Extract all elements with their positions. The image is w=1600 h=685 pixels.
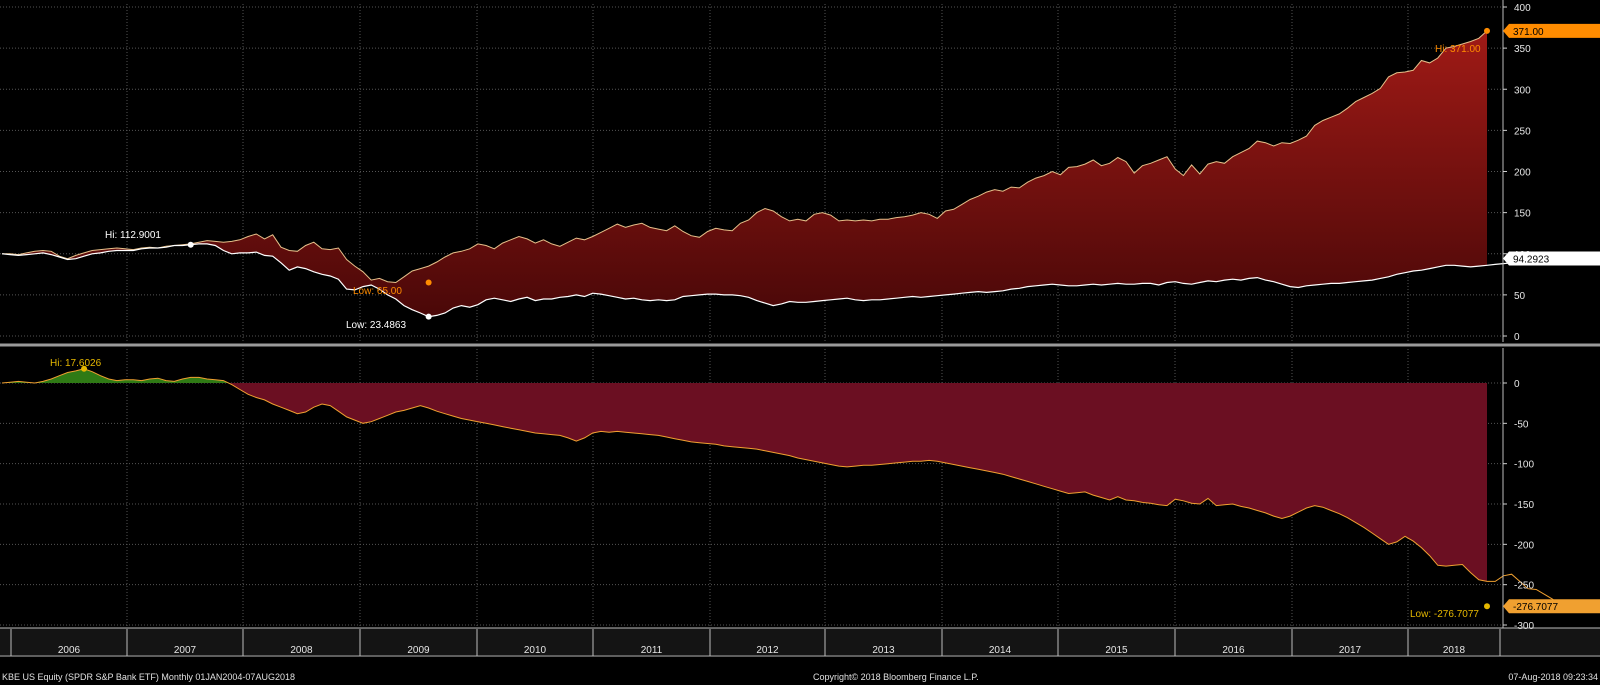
upper-tick-label: 250: [1514, 126, 1531, 137]
lower-tick-label: -300: [1514, 621, 1534, 632]
low-spread-label: Low: -276.7077: [1410, 609, 1479, 620]
low-bench-marker: [425, 279, 432, 286]
hi-bench-marker: [1484, 27, 1490, 34]
upper-tick-label: 200: [1514, 168, 1531, 179]
footer-bg: [0, 657, 1600, 671]
hi-bench-label: Hi: 371.00: [1435, 44, 1481, 55]
lower-spread-fill-red: [228, 383, 1487, 582]
last-value-tag-kbe-bg: [1503, 251, 1600, 266]
year-label: 2014: [989, 645, 1012, 656]
footer-copyright: Copyright© 2018 Bloomberg Finance L.P.: [813, 672, 979, 682]
lower-tick-label: -200: [1514, 540, 1534, 551]
lower-lines: [1, 368, 1562, 607]
year-label: 2011: [641, 645, 663, 656]
hi-spread-marker: [81, 365, 88, 372]
hi-spread-label: Hi: 17.6026: [50, 358, 102, 369]
low-kbe-marker: [425, 313, 432, 320]
year-label: 2010: [524, 645, 547, 656]
low-spread-marker: [1484, 603, 1490, 610]
last-value-tag-spread: -276.7077: [1513, 602, 1558, 613]
low-bench-label: Low: 65.00: [353, 286, 402, 297]
last-value-tag-benchmark-bg: [1503, 23, 1600, 38]
last-value-tag-kbe: 94.2923: [1513, 254, 1550, 265]
upper-tick-label: 300: [1514, 85, 1531, 96]
last-value-tag-benchmark: 371.00: [1513, 27, 1544, 38]
chart-frame: [0, 0, 1600, 671]
year-label: 2012: [756, 645, 779, 656]
lower-tick-label: -150: [1514, 500, 1534, 511]
footer-security: KBE US Equity (SPDR S&P Bank ETF) Monthl…: [2, 672, 295, 682]
upper-tick-label: 50: [1514, 291, 1526, 302]
upper-spread-fill-red: [2, 30, 1487, 317]
upper-tick-label: 0: [1514, 332, 1520, 343]
lower-tick-label: -100: [1514, 460, 1534, 471]
low-kbe-label: Low: 23.4863: [346, 320, 406, 331]
year-label: 2007: [174, 645, 197, 656]
upper-lines: [1, 30, 1561, 318]
year-label: 2006: [58, 645, 81, 656]
footer-timestamp: 07-Aug-2018 09:23:34: [1508, 672, 1598, 682]
lower-tick-label: -250: [1514, 581, 1534, 592]
y-axes: 0501001502002503003504000-50-100-150-200…: [1503, 3, 1534, 632]
upper-tick-label: 150: [1514, 209, 1531, 220]
kbe-price-line: [1, 243, 1561, 318]
year-label: 2016: [1222, 645, 1245, 656]
x-axis: 2006 2007 2008 2009 2010 2011 2012 2013 2014 2015…: [10, 629, 1501, 656]
spread-line: [1, 368, 1562, 607]
lower-fills: [2, 368, 1487, 582]
chart-area: 0501001502002503003504000-50-100-150-200…: [0, 0, 1600, 671]
xaxis-band: [0, 628, 1600, 655]
annotations: Hi: 112.9001 Low: 65.00 Low: 23.4863 Hi: 37…: [50, 23, 1600, 620]
year-label: 2008: [290, 645, 313, 656]
last-value-tag-spread-bg: [1503, 599, 1600, 614]
year-label: 2015: [1105, 645, 1128, 656]
year-label: 2017: [1339, 645, 1362, 656]
lower-tick-label: 0: [1514, 379, 1520, 390]
hi-kbe-marker: [187, 241, 194, 248]
upper-fills: [2, 30, 1487, 317]
lower-spread-fill-green: [34, 368, 229, 383]
lower-tick-label: -50: [1514, 419, 1529, 430]
hi-kbe-label: Hi: 112.9001: [105, 230, 161, 241]
benchmark-line: [2, 30, 1488, 284]
year-label: 2018: [1443, 645, 1466, 656]
upper-tick-label: 400: [1514, 3, 1531, 14]
year-label: 2013: [872, 645, 895, 656]
footer-bar: KBE US Equity (SPDR S&P Bank ETF) Monthl…: [0, 671, 1600, 685]
upper-tick-label: 350: [1514, 44, 1531, 55]
year-label: 2009: [407, 645, 430, 656]
